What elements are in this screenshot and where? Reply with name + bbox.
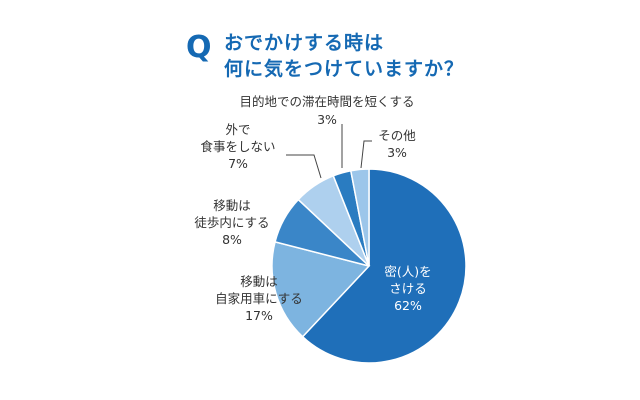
question-mark-q: Q (186, 30, 212, 65)
slice-value-label-3: 7% (228, 156, 248, 171)
leader-line-3 (286, 154, 322, 179)
slice-category-label-4: 目的地での滞在時間を短くする (239, 94, 414, 109)
pie-slice-5 (349, 168, 370, 267)
pie-slice-1 (271, 240, 371, 338)
slice-value-label-4: 3% (317, 112, 337, 127)
slice-value-label-0: 62% (394, 298, 422, 313)
chart-title-line-1: おでかけする時は (224, 32, 385, 54)
slice-category-label-1: 移動は (240, 274, 278, 289)
slice-value-label-5: 3% (387, 145, 407, 160)
slice-category-label-3: 食事をしない (200, 139, 275, 154)
slice-category-label-1: 自家用車にする (215, 291, 303, 306)
slice-value-label-2: 8% (222, 232, 242, 247)
slice-value-label-1: 17% (245, 308, 273, 323)
slice-category-label-0: さける (389, 281, 427, 296)
slice-category-label-2: 移動は (213, 198, 251, 213)
slice-category-label-3: 外で (225, 122, 250, 137)
leader-line-5 (360, 140, 372, 169)
slice-category-label-5: その他 (378, 128, 416, 143)
slice-category-label-2: 徒歩内にする (194, 215, 269, 230)
pie-slice-0 (301, 168, 467, 364)
slice-category-label-0: 密(人)を (384, 264, 431, 279)
chart-title-line-2: 何に気をつけていますか？ (224, 58, 465, 80)
